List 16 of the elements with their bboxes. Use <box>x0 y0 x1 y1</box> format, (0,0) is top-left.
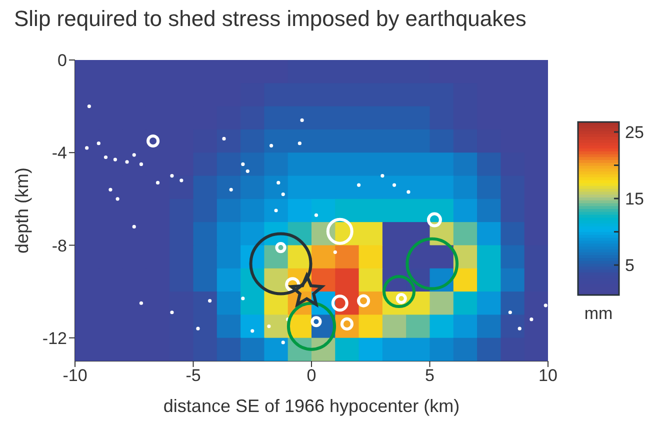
color-bar-title: mm <box>584 304 613 323</box>
x-tick-label: -10 <box>62 366 88 386</box>
color-bar-label: 25 <box>625 122 644 142</box>
x-tick-label: 10 <box>538 366 558 386</box>
y-tick-label: 0 <box>58 51 67 70</box>
x-tick-label: 0 <box>306 366 316 386</box>
color-bar-label: 5 <box>625 256 634 276</box>
y-tick-label: -4 <box>52 144 67 163</box>
color-bar-label: 15 <box>625 190 644 209</box>
y-axis-title: depth (km) <box>12 167 32 254</box>
chart-title: Slip required to shed stress imposed by earthquakes <box>14 6 526 32</box>
x-axis-title: distance SE of 1966 hypocenter (km) <box>163 396 460 416</box>
y-tick-label: -8 <box>52 236 67 256</box>
y-tick-label: -12 <box>42 328 67 348</box>
x-tick-label: -5 <box>186 366 201 386</box>
x-tick-label: 5 <box>425 366 434 386</box>
